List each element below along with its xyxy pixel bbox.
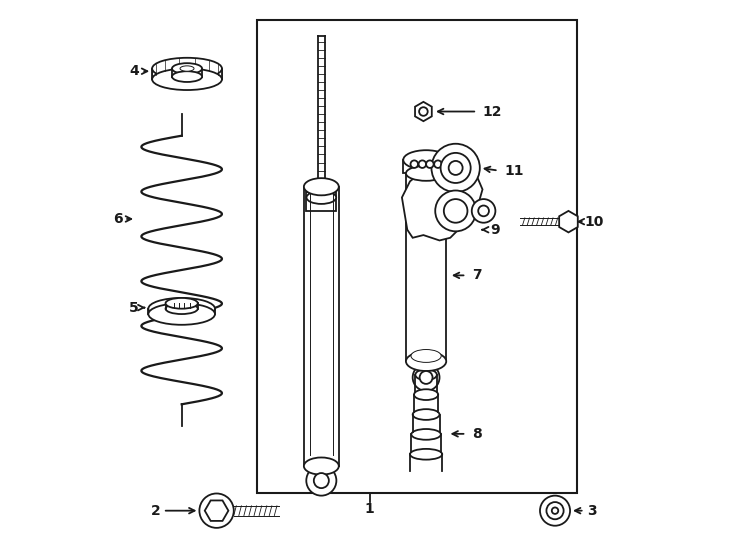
- Ellipse shape: [304, 178, 339, 195]
- Circle shape: [435, 191, 476, 231]
- Circle shape: [448, 161, 462, 175]
- Bar: [307, 192, 336, 211]
- Ellipse shape: [411, 349, 441, 362]
- Circle shape: [472, 199, 495, 222]
- Ellipse shape: [172, 71, 202, 82]
- Polygon shape: [415, 102, 432, 121]
- Circle shape: [306, 465, 336, 496]
- Text: 7: 7: [472, 268, 482, 282]
- Bar: [403, 160, 449, 173]
- Ellipse shape: [406, 166, 446, 181]
- Text: 10: 10: [584, 215, 604, 228]
- Ellipse shape: [304, 457, 339, 475]
- Ellipse shape: [411, 429, 441, 440]
- Ellipse shape: [413, 409, 440, 420]
- Circle shape: [552, 508, 559, 514]
- Ellipse shape: [406, 352, 446, 371]
- Circle shape: [434, 160, 442, 168]
- Polygon shape: [559, 211, 578, 232]
- Ellipse shape: [152, 69, 222, 90]
- Circle shape: [418, 160, 426, 168]
- Text: 12: 12: [482, 105, 502, 118]
- Ellipse shape: [166, 298, 197, 309]
- Bar: [257, 20, 576, 493]
- Ellipse shape: [172, 63, 202, 74]
- Circle shape: [440, 153, 470, 183]
- Circle shape: [419, 107, 428, 116]
- Ellipse shape: [410, 449, 442, 460]
- Ellipse shape: [415, 369, 437, 380]
- Ellipse shape: [152, 58, 222, 79]
- Circle shape: [413, 364, 440, 391]
- Text: 11: 11: [504, 164, 523, 178]
- Ellipse shape: [307, 191, 336, 204]
- Circle shape: [444, 199, 468, 222]
- Text: 5: 5: [129, 301, 139, 315]
- Circle shape: [540, 496, 570, 526]
- Circle shape: [200, 494, 233, 528]
- Circle shape: [546, 502, 564, 519]
- Ellipse shape: [148, 303, 215, 325]
- Text: 2: 2: [150, 504, 160, 518]
- Circle shape: [426, 160, 434, 168]
- Text: 6: 6: [113, 212, 123, 226]
- Ellipse shape: [403, 150, 449, 170]
- Circle shape: [410, 160, 418, 168]
- Text: 1: 1: [365, 502, 374, 516]
- Polygon shape: [205, 501, 228, 521]
- Circle shape: [314, 473, 329, 488]
- Circle shape: [420, 371, 432, 384]
- Circle shape: [479, 206, 489, 217]
- Text: 4: 4: [129, 64, 139, 78]
- Text: 3: 3: [587, 504, 597, 518]
- Ellipse shape: [414, 389, 438, 400]
- Text: 8: 8: [472, 427, 482, 441]
- Polygon shape: [402, 165, 482, 240]
- Ellipse shape: [180, 66, 194, 71]
- Ellipse shape: [148, 298, 215, 320]
- Circle shape: [432, 144, 480, 192]
- Ellipse shape: [166, 303, 197, 314]
- Text: 9: 9: [490, 222, 500, 237]
